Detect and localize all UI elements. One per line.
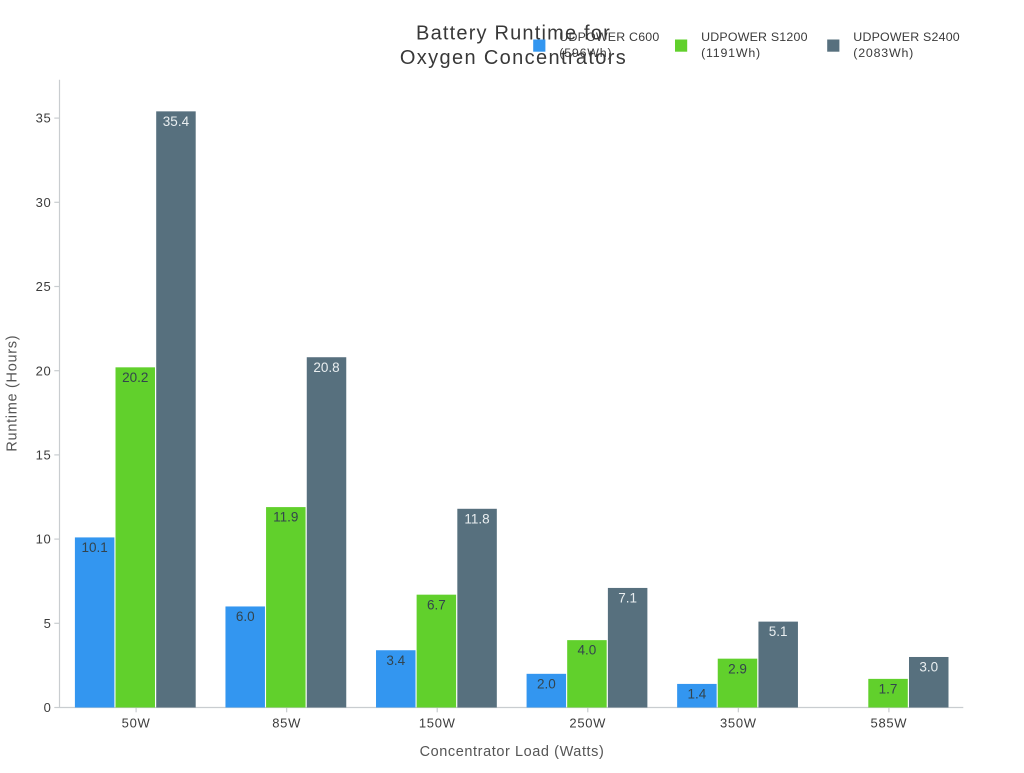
svg-text:(2083Wh): (2083Wh) [853,46,914,60]
svg-text:5.1: 5.1 [769,624,788,639]
svg-text:4.0: 4.0 [578,643,597,658]
svg-text:UDPOWER C600: UDPOWER C600 [559,30,659,44]
svg-text:0: 0 [44,700,52,715]
svg-text:250W: 250W [569,716,606,731]
svg-text:1.7: 1.7 [879,681,898,696]
svg-text:585W: 585W [871,716,908,731]
svg-text:Runtime (Hours): Runtime (Hours) [5,335,21,452]
svg-text:6.0: 6.0 [236,609,255,624]
svg-text:(1191Wh): (1191Wh) [701,46,761,60]
svg-text:30: 30 [36,195,52,210]
svg-text:7.1: 7.1 [618,591,637,606]
svg-text:2.0: 2.0 [537,676,556,691]
svg-text:Oxygen Concentrators: Oxygen Concentrators [400,47,627,69]
svg-text:20: 20 [36,363,52,378]
svg-text:(596Wh): (596Wh) [559,46,612,60]
svg-text:10.1: 10.1 [82,540,108,555]
svg-text:35.4: 35.4 [163,114,190,129]
svg-text:6.7: 6.7 [427,597,446,612]
svg-text:3.0: 3.0 [919,660,938,675]
svg-text:UDPOWER S1200: UDPOWER S1200 [701,30,808,44]
svg-text:150W: 150W [419,716,456,731]
svg-text:20.2: 20.2 [122,370,148,385]
svg-text:25: 25 [36,279,52,294]
svg-text:Battery Runtime for: Battery Runtime for [416,22,611,44]
svg-text:2.9: 2.9 [728,661,747,676]
svg-text:10: 10 [36,532,52,547]
svg-text:85W: 85W [272,716,301,731]
svg-text:15: 15 [36,448,52,463]
svg-text:3.4: 3.4 [386,653,405,668]
svg-text:1.4: 1.4 [687,687,706,702]
svg-text:5: 5 [44,616,52,631]
svg-text:UDPOWER S2400: UDPOWER S2400 [853,30,960,44]
svg-text:11.9: 11.9 [273,510,298,525]
svg-text:Concentrator Load (Watts): Concentrator Load (Watts) [420,744,605,760]
svg-text:50W: 50W [122,716,151,731]
svg-text:20.8: 20.8 [313,360,339,375]
svg-text:11.8: 11.8 [464,511,489,526]
svg-text:350W: 350W [720,716,757,731]
svg-text:35: 35 [36,111,52,126]
